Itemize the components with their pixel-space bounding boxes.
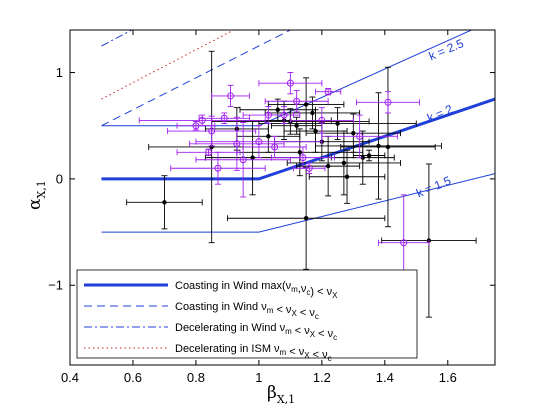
- data-point-magenta-8: [195, 122, 291, 198]
- data-point-magenta-1: [138, 114, 266, 127]
- point-marker: [313, 128, 318, 134]
- data-point-black-5: [239, 98, 317, 121]
- point-marker: [275, 107, 280, 112]
- legend-label-0: Coasting in Wind max(νm,νc) < νX: [175, 280, 338, 300]
- point-marker: [286, 79, 294, 87]
- data-point-black-0: [126, 175, 203, 230]
- y-tick-label: −1: [48, 278, 63, 293]
- model-line-2: [101, 173, 495, 233]
- axis-ticks: 0.4 0.6 0.8 1 1.2 1.4 1.6 −1 0 1: [48, 30, 495, 385]
- data-point-black-10: [267, 77, 345, 132]
- point-marker: [303, 216, 309, 221]
- point-marker: [318, 116, 326, 124]
- model-line-4: [101, 30, 133, 47]
- point-marker: [400, 239, 408, 247]
- point-marker: [293, 97, 301, 105]
- x-tick-label: 0.4: [61, 370, 79, 385]
- point-marker: [205, 148, 213, 156]
- data-point-magenta-20: [356, 91, 420, 114]
- x-tick-label: 1.2: [313, 370, 331, 385]
- data-point-black-8: [271, 116, 323, 135]
- point-marker: [266, 134, 271, 139]
- point-marker: [297, 150, 303, 155]
- x-tick-label: 1.4: [376, 370, 394, 385]
- data-point-black-22: [315, 92, 442, 200]
- k-annotation-1: k = 2: [425, 102, 455, 125]
- data-point-black-18: [308, 149, 386, 204]
- y-tick-label: 1: [56, 65, 63, 80]
- x-axis-label: βX,1: [267, 383, 295, 406]
- data-point-magenta-0: [176, 121, 216, 131]
- data-points: [126, 50, 477, 318]
- point-marker: [227, 92, 235, 100]
- point-marker: [162, 200, 167, 205]
- data-point-magenta-5: [198, 112, 250, 125]
- legend-label-3: Decelerating in ISM νm < νX < νc: [175, 343, 332, 363]
- point-marker: [294, 123, 299, 128]
- point-marker: [233, 140, 241, 148]
- point-marker: [335, 121, 340, 126]
- legend-label-1: Coasting in Wind νm < νX < νc: [175, 301, 319, 321]
- data-point-magenta-15: [271, 146, 335, 169]
- plot-frame: [69, 29, 496, 366]
- point-marker: [344, 174, 350, 179]
- point-marker: [214, 164, 222, 172]
- point-marker: [208, 127, 216, 135]
- point-marker: [376, 143, 381, 149]
- data-point-magenta-2: [176, 148, 241, 156]
- point-marker: [299, 154, 307, 162]
- data-point-magenta-13: [258, 72, 323, 95]
- y-tick-label: 0: [56, 171, 63, 186]
- data-point-magenta-12: [267, 106, 301, 125]
- point-marker: [325, 163, 331, 169]
- curve-annotations: k = 2.5 k = 2 k = 1.5: [414, 36, 466, 200]
- legend: Coasting in Wind max(νm,νc) < νXCoasting…: [76, 269, 418, 363]
- x-tick-label: 1: [255, 370, 262, 385]
- legend-label-2: Decelerating in Wind νm < νX < νc: [175, 322, 337, 342]
- point-marker: [324, 88, 332, 96]
- data-point-magenta-4: [170, 151, 266, 185]
- data-point-black-20: [330, 130, 395, 185]
- point-marker: [250, 155, 255, 160]
- point-marker: [351, 130, 356, 136]
- model-line-5: [101, 30, 234, 100]
- data-point-black-17: [286, 130, 402, 196]
- data-point-black-23: [340, 66, 436, 228]
- point-marker: [384, 98, 392, 106]
- x-tick-label: 0.8: [187, 370, 205, 385]
- point-marker: [255, 138, 263, 146]
- data-point-black-12: [264, 96, 361, 130]
- point-marker: [280, 111, 288, 119]
- data-point-magenta-9: [195, 125, 323, 159]
- k-annotation-0: k = 2.5: [427, 36, 466, 63]
- data-point-magenta-19: [321, 114, 398, 159]
- point-marker: [220, 114, 228, 122]
- point-marker: [303, 102, 309, 107]
- data-point-magenta-7: [189, 116, 285, 171]
- point-marker: [271, 143, 279, 151]
- point-marker: [385, 144, 391, 150]
- point-marker: [305, 164, 313, 172]
- data-point-black-21: [352, 149, 386, 162]
- data-point-magenta-16: [293, 162, 326, 175]
- data-point-magenta-6: [211, 84, 250, 108]
- point-marker: [341, 160, 347, 166]
- point-marker: [366, 153, 372, 158]
- data-point-magenta-3: [167, 115, 257, 147]
- data-point-magenta-17: [289, 107, 354, 134]
- point-marker: [360, 155, 365, 160]
- x-tick-label: 1.6: [439, 370, 457, 385]
- data-point-black-11: [226, 166, 386, 270]
- x-tick-label: 0.6: [124, 370, 142, 385]
- point-marker: [192, 122, 200, 130]
- point-marker: [239, 156, 247, 164]
- data-point-magenta-14: [264, 90, 329, 113]
- point-marker: [356, 132, 364, 140]
- point-marker: [310, 110, 315, 116]
- k-annotation-2: k = 1.5: [414, 173, 453, 200]
- y-axis-label: αX,1: [25, 180, 48, 210]
- data-point-magenta-18: [315, 88, 342, 96]
